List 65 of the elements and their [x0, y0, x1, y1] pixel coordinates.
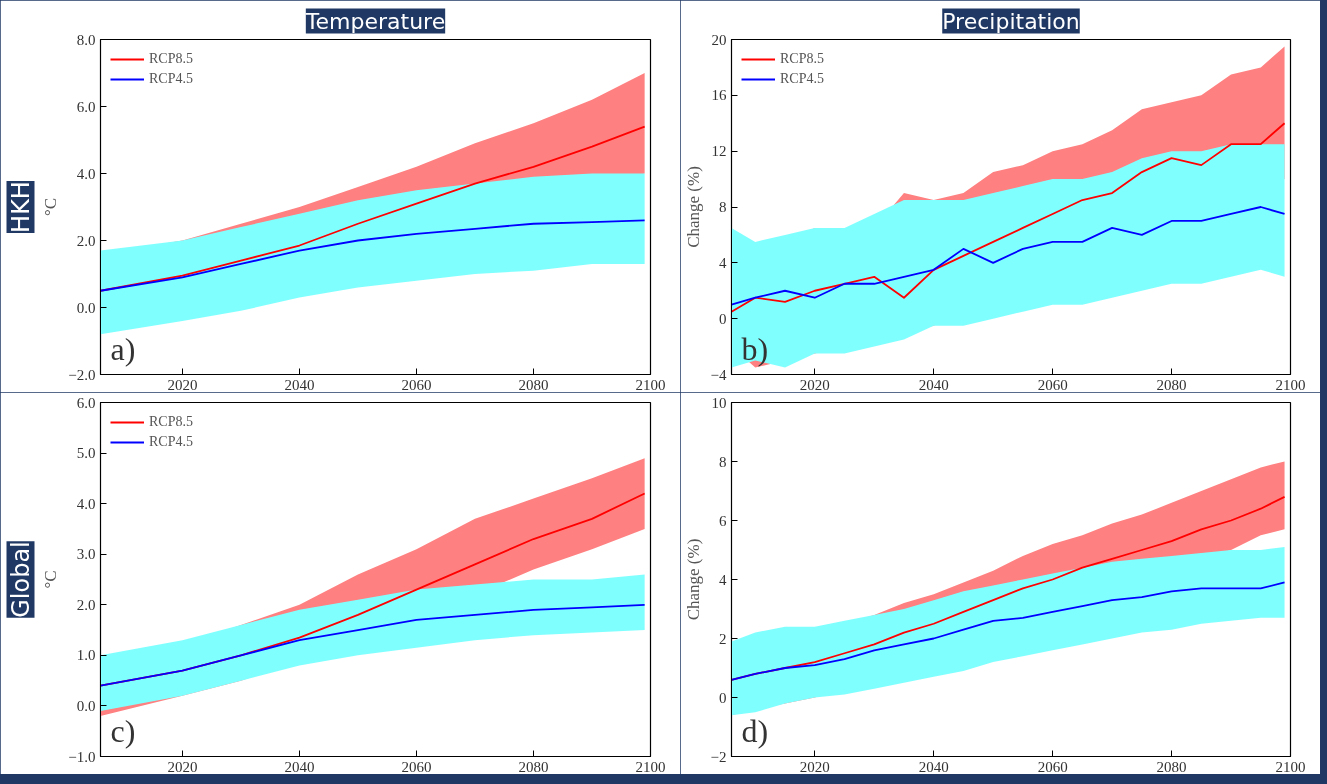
y-tick-label: −2: [710, 748, 727, 765]
legend-label: RCP4.5: [149, 71, 193, 87]
y-tick-label: 8: [719, 453, 727, 470]
y-axis-title: Change (%): [683, 538, 703, 621]
y-tick-label: 16: [711, 87, 727, 104]
x-tick-label: 2060: [401, 376, 432, 393]
y-tick-label: 2.0: [76, 596, 96, 613]
y-tick-label: 6: [719, 512, 727, 529]
y-tick-label: 6.0: [76, 98, 96, 115]
x-tick-label: 2040: [918, 758, 949, 775]
x-tick-label: 2060: [401, 758, 432, 775]
x-tick-label: 2080: [518, 376, 549, 393]
y-tick-label: 3.0: [76, 546, 96, 563]
y-tick-label: 2: [719, 630, 727, 647]
x-tick-label: 2020: [799, 376, 830, 393]
y-tick-label: 8.0: [76, 31, 96, 48]
y-tick-label: −4: [710, 366, 727, 383]
y-tick-label: 12: [711, 143, 727, 160]
text: HKH: [6, 181, 35, 233]
x-tick-label: 2100: [1275, 758, 1306, 775]
x-tick-label: 2100: [635, 376, 666, 393]
y-tick-label: 5.0: [76, 445, 96, 462]
annotation: d): [741, 712, 769, 749]
y-tick-label: 0.0: [76, 697, 96, 714]
x-tick-label: 2100: [1275, 376, 1306, 393]
annotation: b): [741, 330, 769, 367]
y-axis-title: Change (%): [683, 166, 703, 248]
legend-label: RCP8.5: [780, 51, 824, 67]
x-tick-label: 2020: [167, 758, 198, 775]
y-tick-label: 20: [711, 31, 727, 48]
x-tick-label: 2080: [1156, 376, 1187, 393]
x-tick-label: 2080: [1156, 758, 1187, 775]
y-tick-label: 4: [719, 571, 727, 588]
x-tick-label: 2100: [635, 758, 666, 775]
y-tick-label: 8: [719, 199, 727, 215]
x-tick-label: 2080: [518, 758, 549, 775]
x-tick-label: 2040: [284, 758, 315, 775]
y-tick-label: 4: [719, 254, 727, 271]
y-tick-label: 2.0: [76, 232, 96, 249]
legend-label: RCP8.5: [149, 414, 193, 430]
y-axis-title: °C: [41, 570, 61, 589]
y-tick-label: 4.0: [76, 165, 96, 182]
x-tick-label: 2040: [284, 376, 315, 393]
y-tick-label: −1.0: [68, 748, 96, 765]
x-tick-label: 2020: [799, 758, 830, 775]
y-tick-label: 10: [711, 394, 727, 411]
y-tick-label: 0: [719, 689, 727, 706]
annotation: c): [110, 712, 136, 749]
y-tick-label: −2.0: [68, 366, 96, 383]
y-tick-label: 0.0: [76, 299, 96, 316]
x-tick-label: 2060: [1037, 376, 1068, 393]
legend-label: RCP8.5: [149, 51, 193, 67]
text: Global: [6, 541, 35, 618]
annotation: a): [110, 330, 136, 367]
legend-label: RCP4.5: [149, 434, 193, 450]
y-tick-label: 4.0: [76, 495, 96, 512]
chart-title: Precipitation: [942, 8, 1080, 34]
x-tick-label: 2060: [1037, 758, 1068, 775]
y-tick-label: 1.0: [76, 647, 96, 664]
y-tick-label: 0: [719, 310, 727, 327]
y-tick-label: 6.0: [76, 394, 96, 411]
legend-label: RCP4.5: [780, 71, 824, 87]
y-axis-title: °C: [41, 197, 61, 217]
x-tick-label: 2040: [918, 376, 949, 393]
x-tick-label: 2020: [167, 376, 198, 393]
